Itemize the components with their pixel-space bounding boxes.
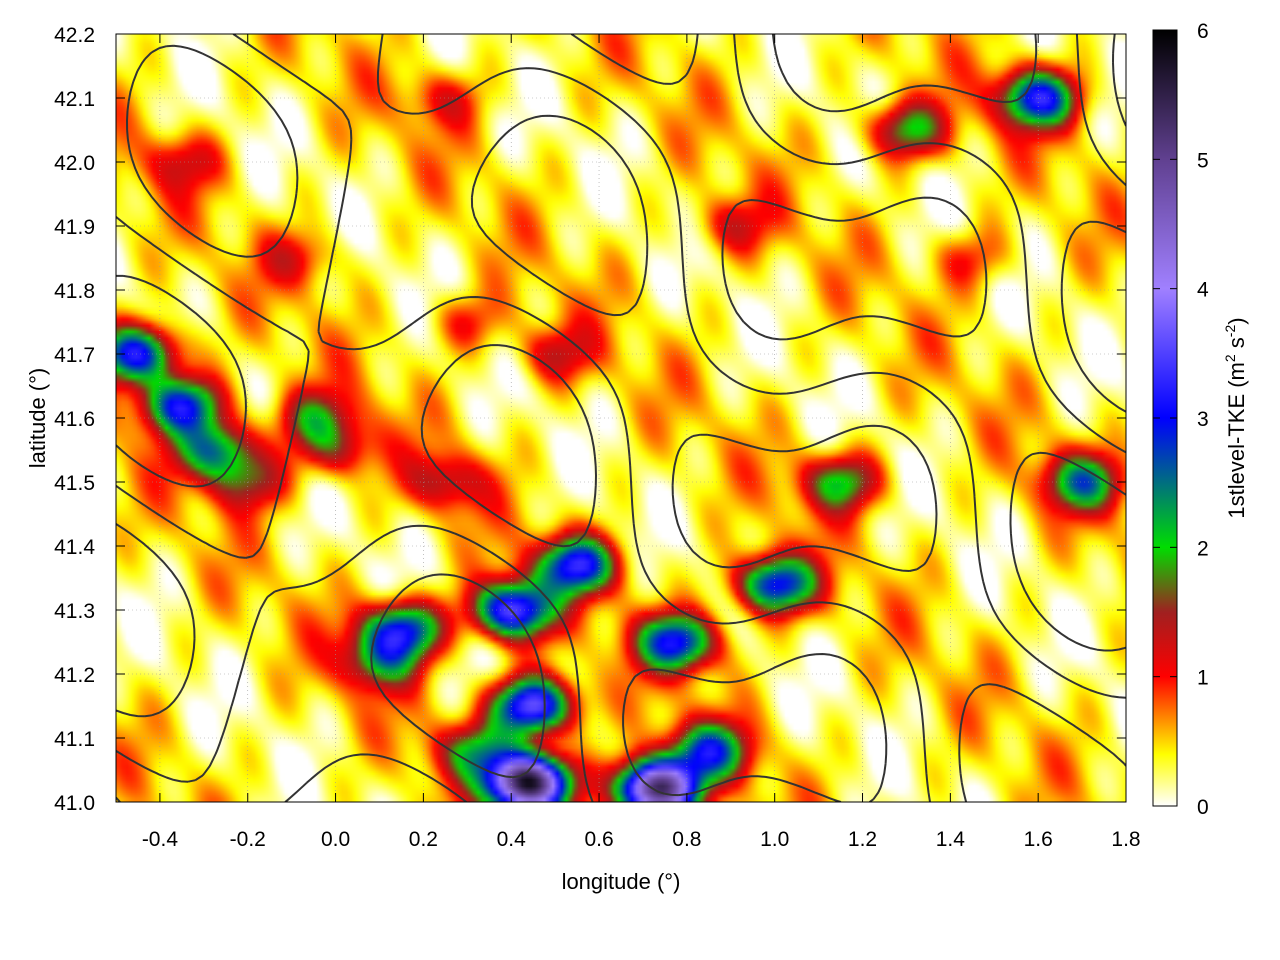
colorbar-tick-label: 6 [1197, 20, 1209, 43]
x-tick-label: -0.4 [142, 828, 179, 851]
y-tick-labels: 41.0 41.1 41.2 41.3 41.4 41.5 41.6 41.7 41.8 41.9… [54, 24, 95, 815]
x-tick-label: 1.6 [1024, 828, 1053, 851]
y-axis-label: latitude (°) [25, 368, 50, 469]
colorbar-tick-label: 1 [1197, 667, 1209, 690]
y-tick-label: 41.9 [54, 216, 95, 239]
colorbar: 0 1 2 3 4 5 6 1stlevel-TKE (m2 s-2) [1152, 20, 1249, 819]
y-tick-label: 41.5 [54, 472, 95, 495]
x-axis-label: longitude (°) [562, 869, 681, 894]
y-tick-label: 42.0 [54, 152, 95, 175]
x-tick-label: 0.8 [672, 828, 701, 851]
y-tick-label: 41.2 [54, 664, 95, 687]
y-tick-label: 41.8 [54, 280, 95, 303]
plot-area [116, 34, 1126, 802]
contour-line [116, 34, 1126, 802]
y-tick-label: 42.2 [54, 24, 95, 47]
colorbar-tick-label: 0 [1197, 796, 1209, 819]
y-tick-label: 41.7 [54, 344, 95, 367]
colorbar-ticks [1153, 29, 1177, 807]
colorbar-tick-labels: 0 1 2 3 4 5 6 [1197, 20, 1209, 819]
colorbar-tick-label: 5 [1197, 149, 1209, 172]
x-tick-labels: -0.4 -0.2 0.0 0.2 0.4 0.6 0.8 1.0 1.2 1.4 1.6 1.8 [142, 828, 1141, 851]
colorbar-tick-label: 3 [1197, 408, 1209, 431]
x-tick-label: -0.2 [230, 828, 266, 851]
contour-line [116, 34, 1126, 802]
contour-line [116, 34, 1126, 802]
x-tick-label: 0.4 [497, 828, 527, 851]
y-tick-label: 41.4 [54, 536, 95, 559]
x-tick-label: 0.2 [409, 828, 438, 851]
colorbar-label: 1stlevel-TKE (m2 s-2) [1222, 317, 1249, 518]
y-tick-label: 42.1 [54, 88, 95, 111]
grid-lines [116, 34, 1126, 802]
x-tick-label: 1.4 [936, 828, 966, 851]
y-tick-label: 41.3 [54, 600, 95, 623]
x-tick-label: 1.8 [1111, 828, 1140, 851]
colorbar-tick-label: 4 [1197, 279, 1209, 302]
colorbar-tick-label: 2 [1197, 537, 1209, 560]
y-tick-label: 41.1 [54, 728, 95, 751]
y-tick-label: 41.0 [54, 792, 95, 815]
x-tick-label: 0.6 [584, 828, 613, 851]
x-tick-label: 0.0 [321, 828, 350, 851]
y-tick-label: 41.6 [54, 408, 95, 431]
terrain-contours [116, 34, 1126, 802]
x-tick-label: 1.0 [760, 828, 789, 851]
axis-ticks [116, 33, 1127, 803]
x-tick-label: 1.2 [848, 828, 877, 851]
